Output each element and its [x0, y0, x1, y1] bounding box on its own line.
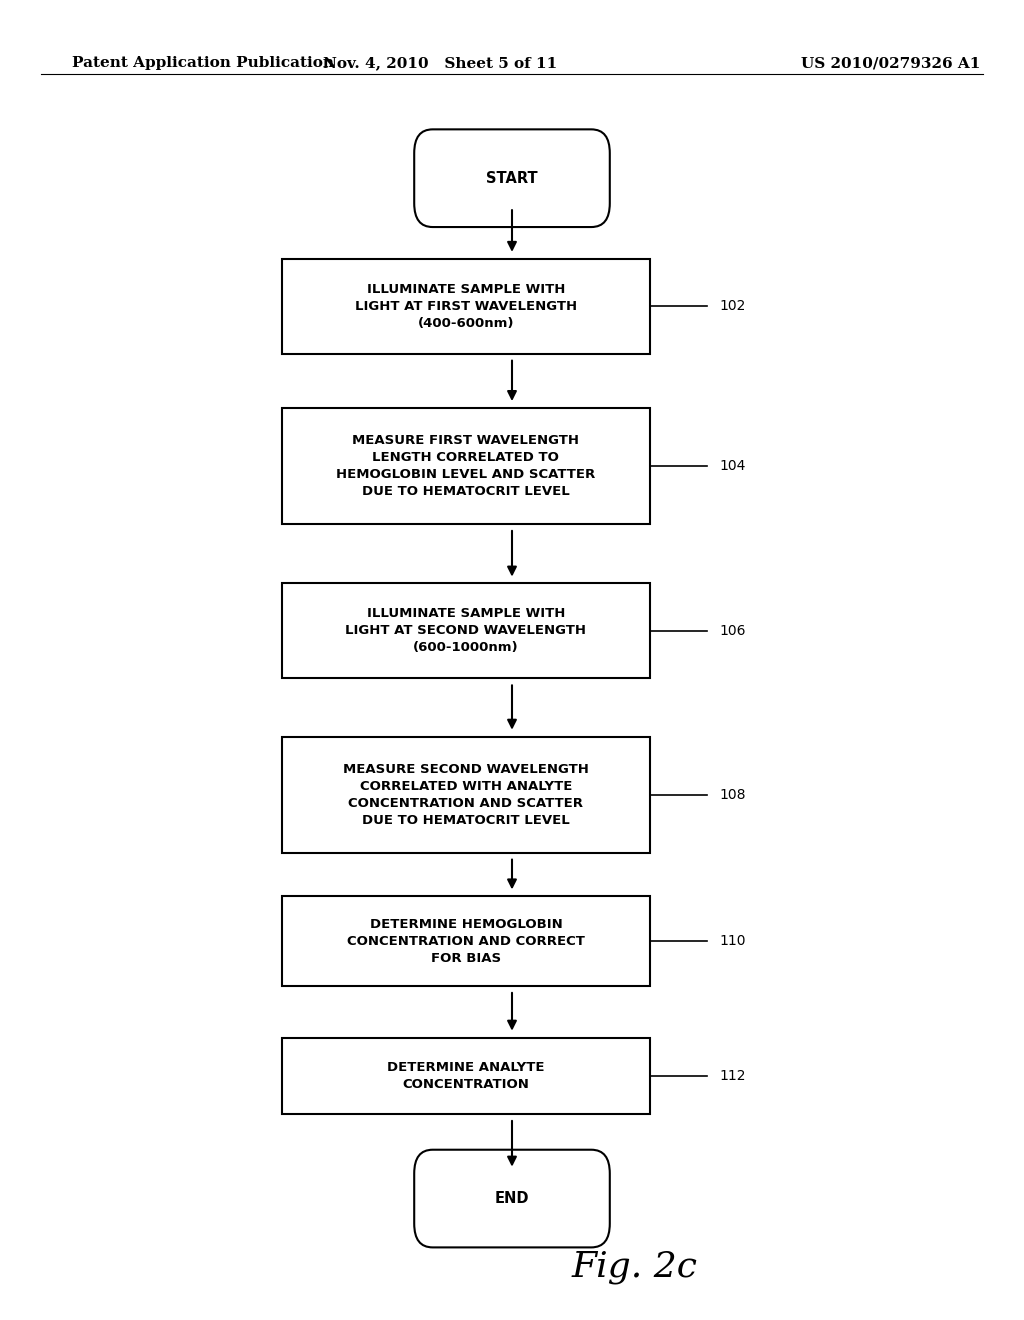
- Text: 110: 110: [720, 935, 746, 948]
- Bar: [282, 408, 650, 524]
- Text: US 2010/0279326 A1: US 2010/0279326 A1: [801, 57, 981, 70]
- Text: 102: 102: [720, 300, 746, 313]
- Text: MEASURE SECOND WAVELENGTH
CORRELATED WITH ANALYTE
CONCENTRATION AND SCATTER
DUE : MEASURE SECOND WAVELENGTH CORRELATED WIT…: [343, 763, 589, 826]
- Text: ILLUMINATE SAMPLE WITH
LIGHT AT SECOND WAVELENGTH
(600-1000nm): ILLUMINATE SAMPLE WITH LIGHT AT SECOND W…: [345, 607, 587, 655]
- Text: Fig. 2c: Fig. 2c: [571, 1250, 698, 1284]
- Text: Patent Application Publication: Patent Application Publication: [72, 57, 334, 70]
- Text: 112: 112: [720, 1069, 746, 1082]
- Bar: [282, 1038, 650, 1114]
- FancyBboxPatch shape: [414, 1150, 609, 1247]
- Bar: [282, 896, 650, 986]
- Text: DETERMINE ANALYTE
CONCENTRATION: DETERMINE ANALYTE CONCENTRATION: [387, 1061, 545, 1090]
- Text: DETERMINE HEMOGLOBIN
CONCENTRATION AND CORRECT
FOR BIAS: DETERMINE HEMOGLOBIN CONCENTRATION AND C…: [347, 917, 585, 965]
- Bar: [282, 259, 650, 354]
- Text: 104: 104: [720, 459, 746, 473]
- Text: 108: 108: [720, 788, 746, 801]
- Text: END: END: [495, 1191, 529, 1206]
- Text: ILLUMINATE SAMPLE WITH
LIGHT AT FIRST WAVELENGTH
(400-600nm): ILLUMINATE SAMPLE WITH LIGHT AT FIRST WA…: [355, 282, 577, 330]
- Text: START: START: [486, 170, 538, 186]
- Bar: [282, 583, 650, 678]
- Text: 106: 106: [720, 624, 746, 638]
- Text: MEASURE FIRST WAVELENGTH
LENGTH CORRELATED TO
HEMOGLOBIN LEVEL AND SCATTER
DUE T: MEASURE FIRST WAVELENGTH LENGTH CORRELAT…: [336, 434, 596, 498]
- Text: Nov. 4, 2010   Sheet 5 of 11: Nov. 4, 2010 Sheet 5 of 11: [324, 57, 557, 70]
- Bar: [282, 737, 650, 853]
- FancyBboxPatch shape: [414, 129, 609, 227]
